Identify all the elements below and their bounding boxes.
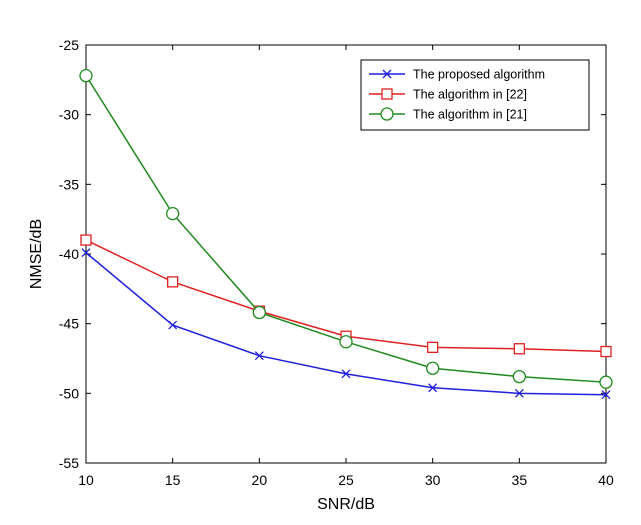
x-tick-label: 35 [512,472,528,488]
data-point [428,383,438,393]
x-axis-label: SNR/dB [317,496,375,513]
data-point [601,390,611,400]
legend: The proposed algorithm The algorithm in [… [360,59,590,131]
legend-marker [382,69,392,79]
x-tick-label: 20 [252,472,268,488]
legend-marker [381,88,393,100]
series-layer [79,69,613,400]
data-point [254,351,264,361]
data-point [79,69,93,83]
data-point [341,369,351,379]
legend-label: The algorithm in [21] [413,108,527,122]
y-tick-label: -40 [59,246,79,262]
legend-label: The algorithm in [22] [413,88,527,102]
data-point [167,276,179,288]
legend-item: The algorithm in [22] [369,88,527,102]
data-point [166,206,180,221]
y-tick-label: -35 [59,176,79,192]
x-tick-label: 15 [165,472,181,488]
x-tick-label: 25 [338,472,354,488]
series-0 [81,248,611,400]
data-point [339,335,353,349]
data-point [168,320,178,330]
legend-marker [380,107,394,121]
data-point [600,345,612,358]
y-tick-label: -30 [59,107,79,123]
data-point [513,343,525,355]
data-point [514,388,524,398]
y-tick-label: -50 [59,385,79,401]
y-tick-label: -45 [59,316,79,332]
y-tick-label: -25 [59,37,79,53]
legend-box [360,59,590,131]
data-point [427,341,439,354]
series-2 [79,69,613,389]
data-point [426,361,440,375]
x-tick-label: 40 [598,472,614,488]
y-tick-label: -55 [59,455,79,471]
data-point [252,305,266,320]
data-point [80,234,92,246]
legend-item: The algorithm in [21] [369,107,527,122]
x-tick-label: 10 [78,472,94,488]
x-axis: 10 15 20 25 30 35 40 [78,45,614,488]
y-axis-label: NMSE/dB [28,219,45,289]
data-point [512,369,526,384]
legend-label: The proposed algorithm [413,68,545,82]
data-point [599,375,613,389]
x-tick-label: 30 [425,472,441,488]
data-point [81,248,91,258]
legend-item: The proposed algorithm [369,68,545,82]
